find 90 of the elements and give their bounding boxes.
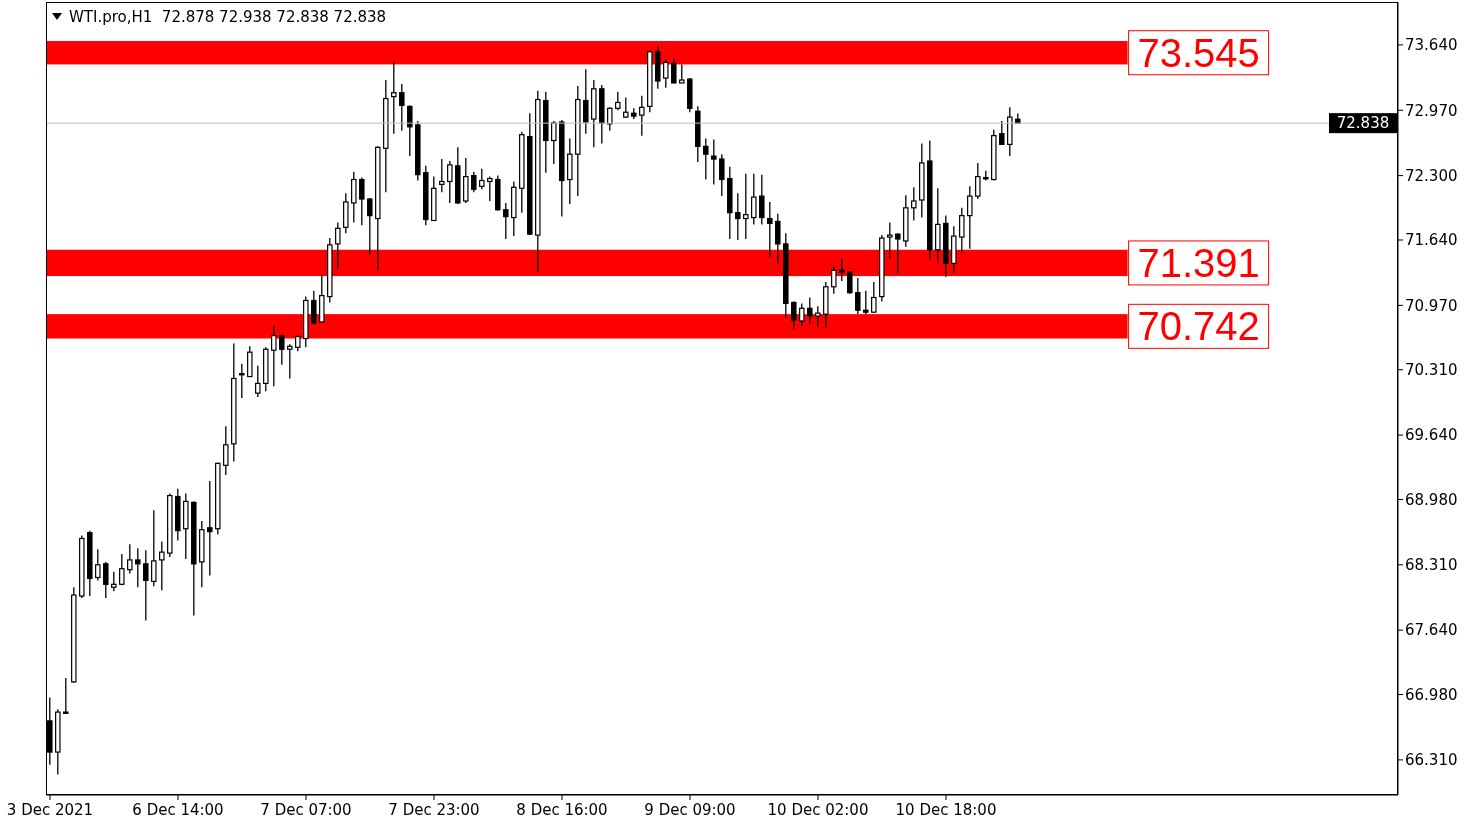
candlestick <box>239 363 245 399</box>
candlestick <box>119 553 125 586</box>
candlestick <box>471 171 477 193</box>
y-tick-label: 71.640 <box>1405 231 1458 250</box>
candlestick <box>255 365 261 398</box>
y-tick-label: 68.980 <box>1405 490 1458 509</box>
candlestick <box>831 265 837 295</box>
candlestick <box>855 277 861 315</box>
candlestick <box>799 302 805 327</box>
candlestick <box>871 281 877 313</box>
candlestick <box>439 158 445 193</box>
candlestick <box>807 296 813 325</box>
candlestick <box>863 290 869 315</box>
candlestick <box>711 138 717 186</box>
candlestick <box>111 570 117 592</box>
candlestick <box>351 171 357 224</box>
candlestick <box>95 548 101 582</box>
y-tick-label: 72.970 <box>1405 101 1458 120</box>
x-tick-label: 6 Dec 14:00 <box>132 801 224 819</box>
candlestick <box>135 547 141 588</box>
candlestick <box>271 325 277 387</box>
candlestick <box>975 162 981 200</box>
candlestick <box>839 257 845 282</box>
candlestick <box>751 173 757 226</box>
candlestick <box>487 175 493 202</box>
candlestick <box>207 480 213 577</box>
band-label: 73.545 <box>1137 30 1260 75</box>
candlestick <box>999 120 1005 146</box>
y-tick-label: 73.640 <box>1405 36 1458 55</box>
x-tick-label: 7 Dec 23:00 <box>388 801 480 819</box>
candlestick <box>703 137 709 181</box>
candlestick <box>775 213 781 265</box>
candlestick <box>767 201 773 259</box>
candlestick <box>743 173 749 240</box>
y-tick-label: 72.300 <box>1405 166 1458 185</box>
candlestick <box>159 540 165 591</box>
chart-title: WTI.pro,H1 72.878 72.938 72.838 72.838 <box>69 7 387 27</box>
candlestick <box>679 63 685 84</box>
candlestick <box>103 561 109 599</box>
candlestick <box>143 549 149 622</box>
candlestick <box>223 425 229 476</box>
candlestick <box>583 68 589 135</box>
candlestick <box>311 290 317 326</box>
candlestick <box>759 174 765 226</box>
candlestick <box>359 176 365 227</box>
x-tick-label: 7 Dec 07:00 <box>260 801 352 819</box>
x-tick-label: 8 Dec 16:00 <box>516 801 608 819</box>
y-tick-label: 70.970 <box>1405 296 1458 315</box>
candlestick <box>279 333 285 366</box>
candlestick <box>967 185 973 250</box>
candlestick <box>895 232 901 274</box>
x-tick-label: 9 Dec 09:00 <box>644 801 736 819</box>
y-tick-label: 69.640 <box>1405 426 1458 445</box>
x-tick-label: 3 Dec 2021 <box>6 801 94 819</box>
candlestick <box>399 83 405 132</box>
candlestick <box>719 153 725 197</box>
candlestick <box>447 160 453 204</box>
candlestick <box>407 104 413 157</box>
y-tick-label: 67.640 <box>1405 621 1458 640</box>
candlestick <box>887 221 893 260</box>
candlestick <box>479 168 485 190</box>
candlestick <box>815 305 821 328</box>
candlestick <box>735 192 741 241</box>
candlestick <box>367 197 373 256</box>
y-tick-label: 66.980 <box>1405 685 1458 704</box>
candlestick <box>607 106 613 132</box>
candlestick <box>663 58 669 89</box>
band-label: 71.391 <box>1137 240 1260 285</box>
candlestick <box>287 343 293 380</box>
candlestick <box>551 120 557 165</box>
candlestick <box>503 202 509 240</box>
candlestick <box>127 543 133 575</box>
candlestick <box>847 270 853 295</box>
candlestick <box>63 677 69 715</box>
candlestick <box>335 221 341 270</box>
candlestick <box>391 60 397 135</box>
candlestick <box>639 94 645 137</box>
y-tick-label: 70.310 <box>1405 361 1458 380</box>
band-label: 70.742 <box>1137 304 1260 349</box>
candlestick <box>791 300 797 330</box>
candlestick <box>615 91 621 111</box>
candlestick <box>911 186 917 222</box>
x-tick-label: 10 Dec 02:00 <box>767 801 869 819</box>
candlestick <box>671 57 677 84</box>
candlestick <box>959 207 965 254</box>
ref-line-label: 72.838 <box>1336 114 1390 133</box>
x-tick-label: 10 Dec 18:00 <box>895 801 997 819</box>
y-tick-label: 66.310 <box>1405 751 1458 770</box>
candlestick <box>151 509 157 587</box>
y-tick-label: 68.310 <box>1405 556 1458 575</box>
